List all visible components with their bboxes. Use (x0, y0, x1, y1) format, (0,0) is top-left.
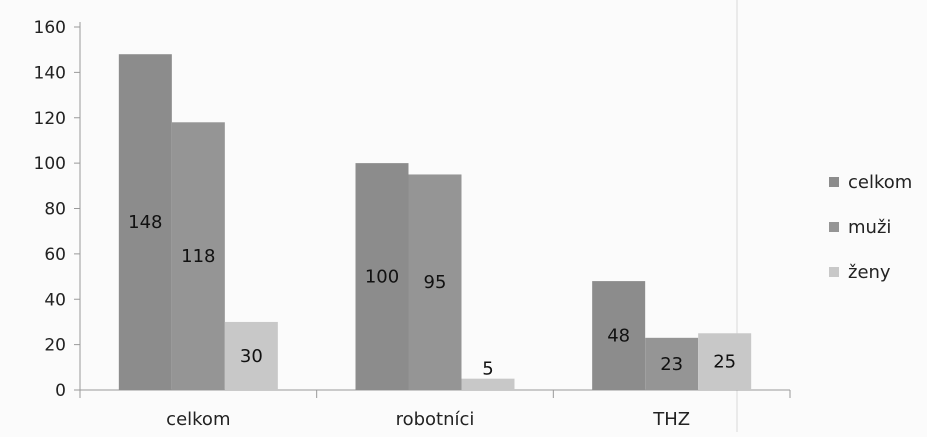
y-tick-label: 80 (44, 200, 66, 220)
bar-celkom-celkom (118, 54, 172, 390)
data-label: 23 (660, 354, 683, 375)
bar-muži-THZ (645, 337, 699, 390)
data-label: 30 (240, 346, 263, 367)
bar-ženy-celkom (224, 321, 278, 390)
y-tick-label: 0 (55, 381, 66, 401)
category-label: celkom (166, 409, 230, 430)
x-axis-ticks (79, 390, 791, 398)
y-tick-label: 140 (34, 63, 66, 83)
legend-label: muži (848, 217, 891, 238)
y-tick-label: 20 (44, 336, 66, 356)
bar-ženy-robotníci (461, 378, 515, 390)
y-tick-label: 120 (34, 109, 66, 129)
y-tick-label: 100 (34, 154, 66, 174)
data-label: 48 (607, 326, 630, 347)
y-tick-label: 160 (34, 18, 66, 38)
data-label: 5 (482, 359, 493, 380)
data-label: 25 (713, 352, 736, 373)
bar-muži-celkom (171, 122, 225, 390)
category-label: robotníci (396, 409, 475, 430)
bar-series-group (118, 54, 752, 390)
data-label: 100 (365, 267, 399, 288)
legend-swatch (829, 177, 839, 187)
bar-celkom-robotníci (355, 163, 409, 390)
data-label: 118 (181, 246, 215, 267)
data-label: 148 (128, 212, 162, 233)
y-tick-label: 60 (44, 245, 66, 265)
y-tick-label: 40 (44, 290, 66, 310)
data-label: 95 (424, 272, 447, 293)
data-labels-group: 148 118 30 100 95 5 48 23 25 (128, 212, 736, 380)
y-axis-ticks: 0 20 40 60 80 100 120 140 160 (34, 18, 80, 401)
legend-swatch (829, 222, 839, 232)
legend: celkom muži ženy (829, 172, 912, 283)
category-label: THZ (652, 409, 690, 430)
category-labels-group: celkom robotníci THZ (166, 409, 690, 430)
bar-ženy-THZ (698, 333, 752, 390)
legend-label: celkom (848, 172, 912, 193)
legend-swatch (829, 267, 839, 277)
bar-celkom-THZ (592, 281, 646, 390)
bar-muži-robotníci (408, 174, 462, 390)
legend-label: ženy (848, 262, 891, 283)
